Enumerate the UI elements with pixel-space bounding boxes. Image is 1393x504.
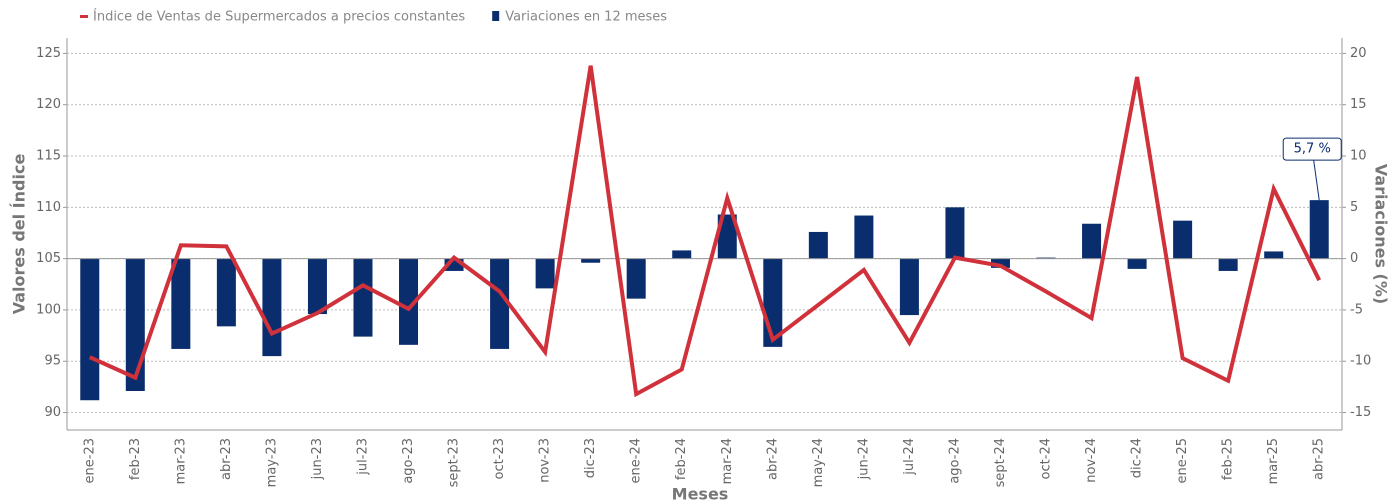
- legend-label: Índice de Ventas de Supermercados a prec…: [93, 9, 465, 25]
- y-tick-label: 90: [44, 405, 61, 420]
- x-tick-label: sept-24: [993, 438, 1008, 487]
- x-tick-label: may-24: [811, 438, 826, 487]
- x-axis-title: Meses: [672, 485, 729, 504]
- x-tick-label: feb-25: [1221, 438, 1236, 480]
- y2-axis-title: Variaciones (%): [1372, 164, 1391, 304]
- bar: [1173, 220, 1193, 259]
- y2-tick-label: -15: [1350, 405, 1371, 420]
- y-tick-label: 115: [36, 149, 61, 164]
- bar: [717, 214, 737, 259]
- legend-label: Variaciones en 12 meses: [505, 10, 667, 25]
- y2-tick-label: 20: [1350, 46, 1367, 61]
- y2-tick-label: -10: [1350, 354, 1371, 369]
- y2-tick-label: 10: [1350, 149, 1367, 164]
- x-tick-label: mar-24: [720, 438, 735, 484]
- y-axis-title: Valores del Índice: [10, 154, 29, 315]
- x-tick-label: may-23: [264, 438, 279, 487]
- x-tick-label: oct-23: [492, 438, 507, 479]
- bar: [626, 258, 646, 299]
- x-tick-label: abr-25: [1312, 438, 1327, 480]
- y2-tick-label: -5: [1350, 302, 1363, 317]
- bar: [353, 258, 373, 337]
- legend-swatch: [492, 11, 500, 21]
- bar: [1264, 251, 1284, 259]
- y-tick-label: 100: [36, 302, 61, 317]
- bar: [1309, 200, 1329, 259]
- x-tick-label: nov-24: [1084, 438, 1099, 483]
- label-box: [1282, 137, 1342, 161]
- y-tick-label: 120: [36, 97, 61, 112]
- x-tick-label: mar-23: [173, 438, 188, 484]
- x-tick-label: feb-24: [674, 438, 689, 480]
- bar: [1218, 258, 1238, 271]
- x-tick-label: jun-24: [856, 438, 871, 480]
- y-tick-label: 110: [36, 200, 61, 215]
- bar: [262, 258, 282, 357]
- x-tick-label: mar-25: [1266, 438, 1281, 484]
- y-tick-label: 105: [36, 251, 61, 266]
- x-tick-label: jun-23: [310, 438, 325, 480]
- x-tick-label: abr-24: [765, 438, 780, 480]
- y-tick-label: 125: [36, 46, 61, 61]
- bar: [854, 215, 874, 259]
- x-tick-label: feb-23: [128, 438, 143, 480]
- bar: [1082, 223, 1102, 259]
- bar: [490, 258, 510, 349]
- bar: [672, 250, 692, 259]
- x-tick-label: ene-23: [82, 438, 97, 483]
- bar: [1127, 258, 1147, 269]
- legend-swatch: [80, 15, 88, 18]
- bar: [899, 258, 919, 316]
- x-tick-label: oct-24: [1039, 438, 1054, 479]
- bar: [307, 258, 327, 315]
- bar: [581, 258, 601, 263]
- label-leader: [1312, 157, 1320, 201]
- bar: [1036, 257, 1056, 259]
- y2-tick-label: 5: [1350, 200, 1358, 215]
- x-tick-label: dic-24: [1130, 438, 1145, 478]
- bar: [80, 258, 100, 401]
- y2-tick-label: 0: [1350, 251, 1358, 266]
- x-tick-label: ene-24: [629, 438, 644, 483]
- x-tick-label: jul-23: [355, 438, 370, 476]
- line: [88, 65, 1322, 398]
- x-tick-label: sept-23: [447, 438, 462, 487]
- bar: [535, 258, 555, 289]
- x-tick-label: ago-24: [947, 438, 962, 484]
- x-tick-label: abr-23: [219, 438, 234, 480]
- x-tick-label: ago-23: [401, 438, 416, 484]
- bar: [990, 258, 1010, 268]
- bar: [399, 258, 419, 345]
- x-tick-label: nov-23: [538, 438, 553, 483]
- x-tick-label: jul-24: [902, 438, 917, 476]
- y2-tick-label: 15: [1350, 97, 1367, 112]
- value-label: 5,7 %: [1294, 142, 1331, 157]
- x-tick-label: ene-25: [1175, 438, 1190, 483]
- x-tick-label: dic-23: [583, 438, 598, 478]
- bar: [171, 258, 191, 349]
- bar: [945, 207, 965, 259]
- bar: [216, 258, 236, 327]
- bar: [808, 231, 828, 259]
- bar: [125, 258, 145, 392]
- y-tick-label: 95: [44, 354, 61, 369]
